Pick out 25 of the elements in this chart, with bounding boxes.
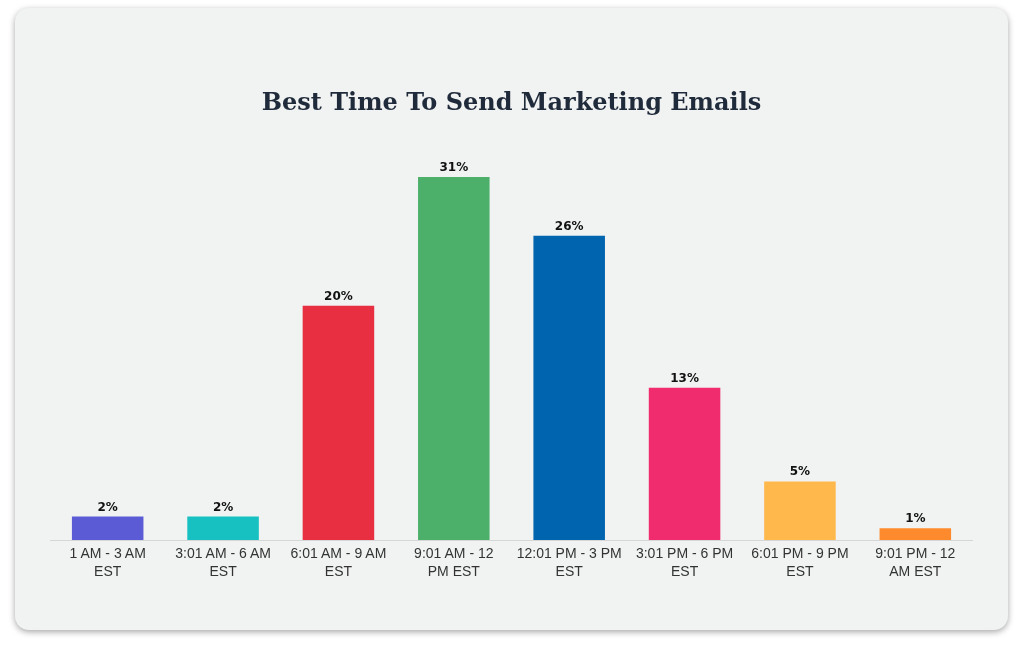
x-tick-label: 6:01 AM - 9 AM EST (290, 544, 387, 579)
data-label: 26% (554, 218, 584, 233)
x-tick-label: 6:01 PM - 9 PM EST (751, 544, 849, 579)
x-tick-label: 1 AM - 3 AM EST (69, 544, 146, 579)
bar (418, 177, 490, 540)
x-tick-label: 3:01 PM - 6 PM EST (635, 544, 734, 579)
chart-title: Best Time To Send Marketing Emails (261, 86, 762, 116)
bar (533, 235, 605, 540)
data-label: 31% (439, 160, 469, 175)
bar (71, 516, 144, 540)
data-label: 2% (97, 499, 118, 514)
bar (302, 305, 375, 540)
bar (879, 528, 952, 540)
data-label: 20% (324, 288, 353, 303)
x-tick-label: 12:01 PM - 3 PM EST (516, 544, 622, 579)
data-label: 1% (905, 511, 926, 526)
bar (764, 481, 836, 540)
data-label: 2% (212, 499, 234, 514)
x-tick-label: 9:01 AM - 12 PM EST (414, 544, 494, 579)
data-label: 13% (670, 370, 699, 385)
x-tick-label: 3:01 AM - 6 AM EST (175, 544, 271, 579)
bar (187, 516, 259, 540)
bar (648, 387, 721, 540)
x-tick-label: 9:01 PM - 12 AM EST (875, 544, 956, 579)
data-label: 5% (789, 464, 811, 479)
